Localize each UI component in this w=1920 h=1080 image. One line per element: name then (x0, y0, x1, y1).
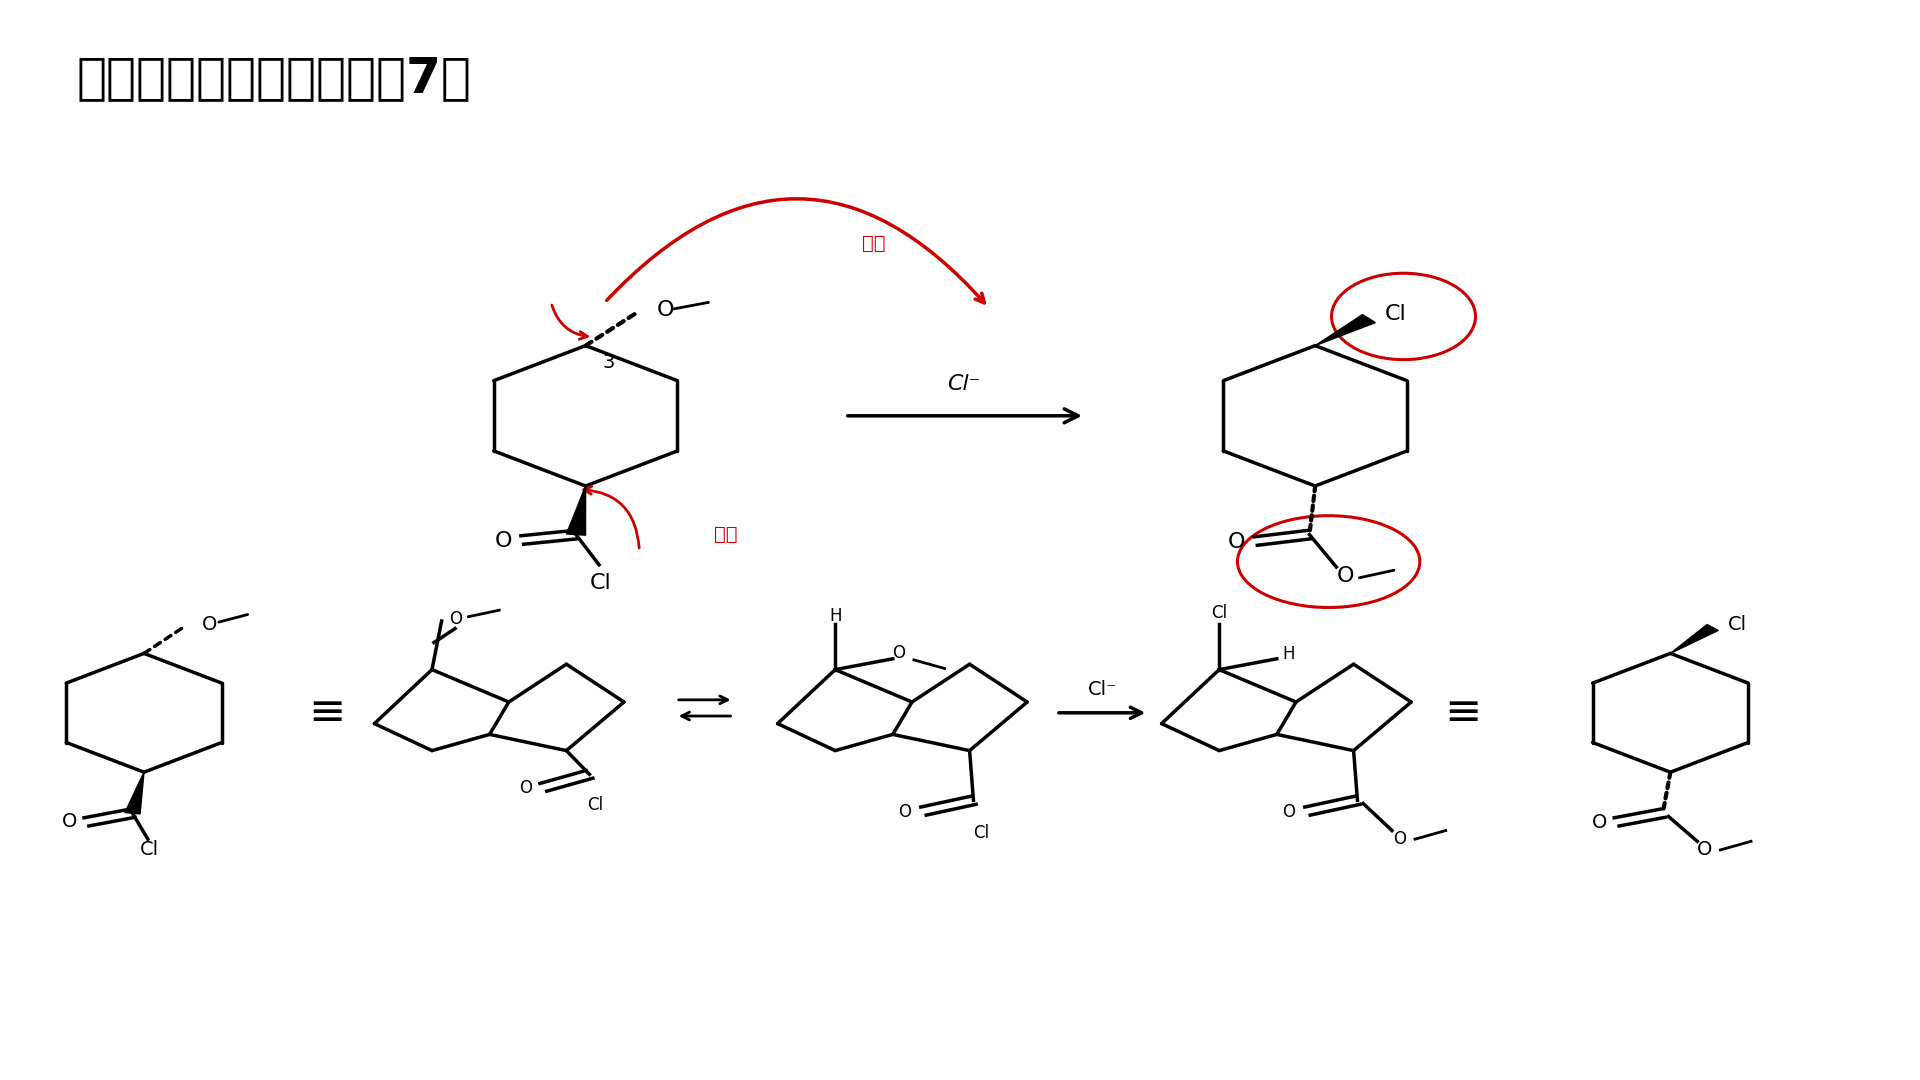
Polygon shape (1670, 624, 1718, 653)
Text: 有机化学考研常见机理（7）: 有机化学考研常见机理（7） (77, 54, 472, 102)
Text: Cl: Cl (1728, 615, 1747, 634)
Text: O: O (61, 812, 77, 832)
Text: ≡: ≡ (1444, 691, 1482, 734)
Text: ≡: ≡ (307, 691, 346, 734)
Text: O: O (899, 804, 910, 821)
Polygon shape (566, 486, 586, 536)
Text: Cl: Cl (588, 796, 603, 813)
Text: H: H (1283, 646, 1294, 663)
Polygon shape (1315, 314, 1375, 346)
Text: Cl: Cl (1384, 305, 1405, 324)
Text: O: O (1592, 813, 1607, 833)
Text: O: O (202, 615, 217, 634)
Text: O: O (1227, 532, 1246, 552)
Text: Cl: Cl (140, 840, 159, 860)
Text: 醇解: 醇解 (714, 525, 737, 544)
Text: O: O (1697, 840, 1713, 860)
Text: Cl: Cl (589, 573, 612, 593)
Text: Cl: Cl (973, 824, 989, 841)
Text: O: O (893, 645, 904, 662)
Text: Cl: Cl (1212, 605, 1227, 622)
Text: O: O (1336, 566, 1356, 585)
Text: 取代: 取代 (862, 233, 885, 253)
Text: Cl⁻: Cl⁻ (947, 374, 981, 394)
Text: O: O (449, 610, 463, 627)
Text: H: H (829, 607, 841, 624)
Text: 3: 3 (603, 353, 614, 373)
Text: Cl⁻: Cl⁻ (1087, 679, 1117, 699)
Text: O: O (493, 531, 513, 551)
Text: O: O (1283, 804, 1294, 821)
Text: O: O (520, 780, 532, 797)
Polygon shape (125, 772, 144, 814)
Text: O: O (1394, 831, 1405, 848)
Text: O: O (657, 300, 674, 320)
